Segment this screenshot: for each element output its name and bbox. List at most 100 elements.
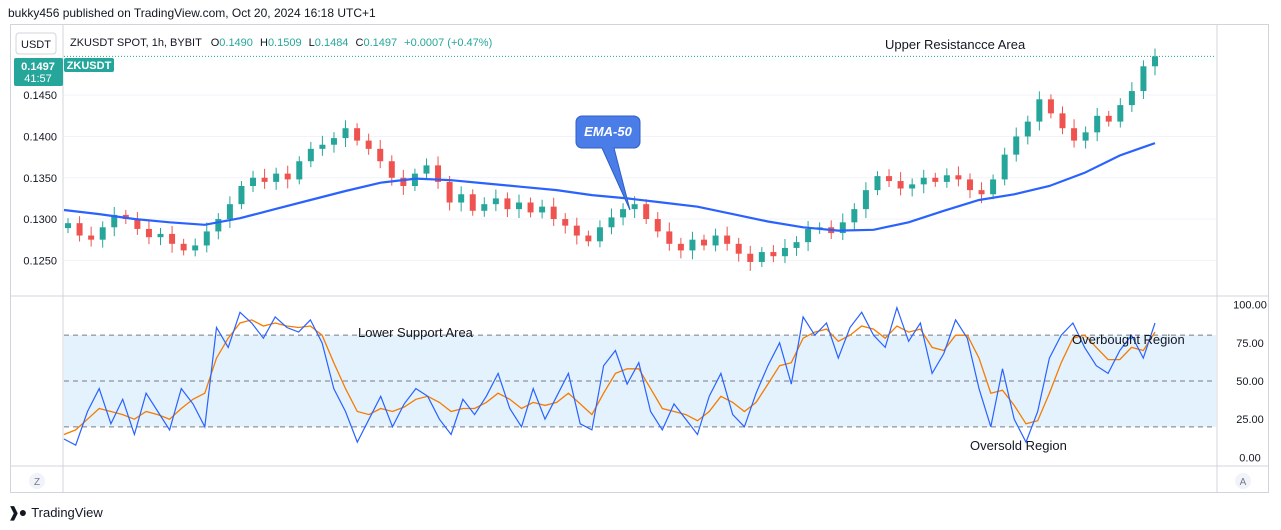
candle-body[interactable] (1140, 66, 1147, 92)
candle-body[interactable] (793, 242, 800, 248)
candle-body[interactable] (585, 235, 592, 242)
candle-body[interactable] (76, 223, 83, 236)
candle-body[interactable] (284, 173, 291, 180)
candle-body[interactable] (203, 231, 210, 246)
candle-body[interactable] (666, 231, 673, 244)
candle-body[interactable] (1071, 128, 1078, 141)
candle-body[interactable] (735, 243, 742, 254)
auto-scale-button[interactable] (1235, 473, 1251, 489)
candle-body[interactable] (1047, 99, 1054, 114)
candle-body[interactable] (342, 128, 349, 139)
candle-body[interactable] (527, 202, 534, 213)
candle-body[interactable] (573, 225, 580, 236)
candle-body[interactable] (296, 161, 303, 180)
candle-body[interactable] (157, 233, 164, 238)
ema-50-line[interactable] (63, 142, 1156, 232)
candle-body[interactable] (874, 176, 881, 191)
candle-body[interactable] (701, 239, 708, 246)
candle-body[interactable] (862, 190, 869, 210)
candle-body[interactable] (781, 247, 788, 257)
candle-body[interactable] (458, 194, 465, 203)
candle-body[interactable] (689, 239, 696, 251)
candle-body[interactable] (319, 144, 326, 149)
candle-body[interactable] (1105, 115, 1112, 122)
candle-body[interactable] (1128, 91, 1135, 106)
candle-body[interactable] (377, 148, 384, 162)
candle-body[interactable] (886, 176, 893, 182)
candle-body[interactable] (909, 184, 916, 189)
rsi-ma-line[interactable] (63, 319, 1156, 436)
candle-body[interactable] (145, 228, 152, 238)
candle-body[interactable] (88, 235, 95, 240)
candle-body[interactable] (65, 223, 71, 229)
candle-body[interactable] (1152, 56, 1158, 67)
candle-body[interactable] (608, 217, 615, 228)
candle-body[interactable] (1036, 99, 1043, 122)
candle-body[interactable] (238, 186, 245, 205)
candle-body[interactable] (747, 253, 754, 262)
candle-body[interactable] (273, 173, 280, 182)
candle-body[interactable] (943, 175, 950, 182)
candle-body[interactable] (712, 235, 719, 246)
candle-body[interactable] (550, 206, 557, 220)
candle-body[interactable] (1117, 105, 1124, 122)
candle-body[interactable] (978, 190, 985, 195)
candle-body[interactable] (423, 165, 430, 174)
candle-body[interactable] (469, 194, 476, 211)
candle-body[interactable] (839, 222, 846, 234)
candle-body[interactable] (1082, 132, 1089, 141)
candle-body[interactable] (1013, 136, 1020, 155)
candle-body[interactable] (435, 165, 442, 182)
candle-body[interactable] (932, 177, 939, 182)
candle-body[interactable] (192, 245, 199, 251)
candle-body[interactable] (388, 161, 395, 178)
candle-body[interactable] (261, 177, 268, 182)
candle-body[interactable] (897, 181, 904, 189)
candle-body[interactable] (539, 206, 546, 213)
candle-body[interactable] (134, 219, 141, 229)
candle-body[interactable] (562, 219, 569, 226)
candle-body[interactable] (851, 209, 858, 223)
candle-body[interactable] (1059, 113, 1066, 129)
candle-body[interactable] (805, 228, 812, 243)
candle-body[interactable] (250, 177, 257, 187)
candle-body[interactable] (955, 175, 962, 180)
candle-body[interactable] (920, 177, 927, 185)
footer-brand: TradingView (31, 505, 103, 520)
candle-body[interactable] (226, 204, 233, 220)
candle-body[interactable] (330, 138, 337, 145)
candle-body[interactable] (515, 202, 522, 210)
candle-body[interactable] (1094, 115, 1101, 133)
candle-body[interactable] (654, 219, 661, 232)
candle-body[interactable] (215, 219, 222, 232)
candle-body[interactable] (990, 179, 997, 195)
candle-body[interactable] (677, 243, 684, 251)
candle-body[interactable] (504, 198, 511, 210)
candle-body[interactable] (643, 204, 650, 220)
candle-body[interactable] (758, 252, 765, 262)
candle-body[interactable] (307, 148, 314, 162)
candle-body[interactable] (631, 204, 638, 210)
candle-body[interactable] (620, 209, 627, 218)
candle-body[interactable] (180, 243, 187, 251)
candle-body[interactable] (99, 227, 106, 240)
candle-body[interactable] (481, 204, 488, 211)
candle-body[interactable] (492, 198, 499, 205)
auto-zoom-button[interactable] (29, 473, 45, 489)
candle-body[interactable] (596, 227, 603, 242)
candle-body[interactable] (400, 177, 407, 187)
tradingview-footer[interactable]: ❱● TradingView (8, 504, 103, 521)
candle-body[interactable] (1024, 121, 1031, 137)
candle-body[interactable] (1001, 154, 1008, 180)
candle-body[interactable] (724, 235, 731, 244)
candle-body[interactable] (354, 128, 361, 141)
candle-body[interactable] (111, 214, 118, 228)
candle-body[interactable] (770, 252, 777, 257)
candle-body[interactable] (446, 181, 453, 203)
candle-body[interactable] (966, 179, 973, 191)
rsi-line[interactable] (63, 305, 1156, 446)
candle-body[interactable] (169, 233, 176, 244)
currency-button[interactable] (15, 32, 57, 55)
candle-body[interactable] (365, 140, 372, 149)
